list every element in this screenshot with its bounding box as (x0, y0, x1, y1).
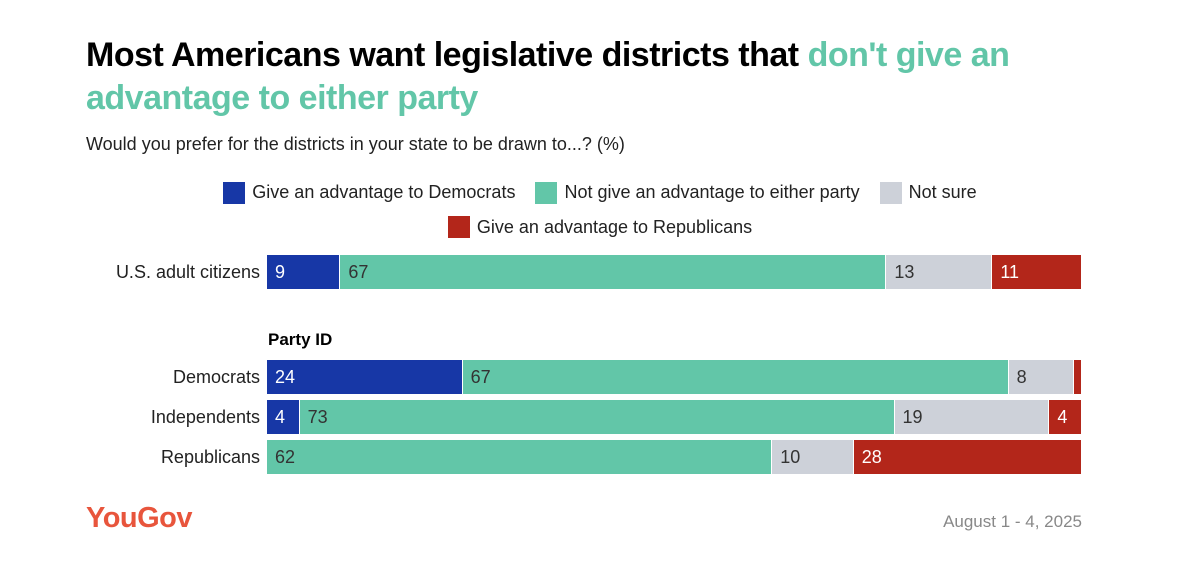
data-label: 11 (1000, 262, 1020, 282)
bar-segment: 8 (1008, 360, 1074, 394)
legend-swatch (879, 181, 902, 204)
legend-item: Not give an advantage to either party (535, 178, 860, 207)
row-label: Democrats (172, 367, 260, 387)
row-label: Independents (150, 407, 260, 427)
data-label: 67 (470, 367, 491, 387)
legend-swatch (223, 181, 246, 204)
row-label: Republicans (160, 447, 260, 467)
data-label: 28 (861, 447, 882, 467)
bar-segment: 9 (267, 255, 341, 289)
legend: Give an advantage to Democrats Not give a… (0, 178, 1200, 247)
bar-segment: 19 (894, 400, 1050, 434)
title-main: Most Americans want legislative district… (86, 36, 808, 74)
bar-segment: 62 (267, 440, 773, 474)
data-label: 4 (275, 407, 286, 427)
legend-swatch (535, 181, 558, 204)
survey-date: August 1 - 4, 2025 (943, 512, 1082, 531)
data-label: 8 (1016, 367, 1027, 387)
data-label: 19 (902, 407, 923, 427)
row-label: U.S. adult citizens (115, 262, 260, 282)
legend-label: Give an advantage to Republicans (476, 216, 753, 237)
legend-label: Not sure (908, 182, 977, 202)
bar-row: 62 10 28 (267, 440, 1082, 474)
title-highlight: don't give an advantage to either party (86, 36, 1010, 117)
bar-segment: 28 (853, 440, 1082, 474)
chart-title: Most Americans want legislative district… (86, 34, 1126, 120)
legend-item: Give an advantage to Republicans (447, 213, 753, 242)
data-label: 4 (1057, 407, 1068, 427)
yougov-logo: YouGov (86, 502, 193, 534)
legend-item: Not sure (879, 178, 977, 207)
bar-row: 24 67 8 (267, 360, 1082, 394)
bar-segment: 13 (886, 255, 993, 289)
bar-segment: 73 (299, 400, 895, 434)
data-label: 73 (307, 407, 328, 427)
group-label: Party ID (268, 330, 333, 349)
data-label: 62 (275, 447, 296, 467)
bar-segment: 67 (462, 360, 1009, 394)
bar-segment: 4 (267, 400, 300, 434)
chart-subtitle: Would you prefer for the districts in yo… (86, 134, 625, 154)
bar-segment: 24 (267, 360, 463, 394)
legend-label: Not give an advantage to either party (564, 182, 860, 202)
bar-segment (1073, 360, 1082, 394)
bar-row: 9 67 13 11 (267, 255, 1082, 289)
legend-item: Give an advantage to Democrats (223, 178, 515, 207)
bar-segment: 67 (340, 255, 887, 289)
data-label: 67 (348, 262, 369, 282)
data-label: 10 (780, 447, 801, 467)
bar-row: 4 73 19 4 (267, 400, 1082, 434)
bar-segment: 11 (992, 255, 1082, 289)
bar-segment: 10 (772, 440, 854, 474)
legend-swatch (447, 216, 470, 238)
legend-label: Give an advantage to Democrats (252, 182, 516, 202)
bar-segment: 4 (1049, 400, 1082, 434)
data-label: 9 (275, 262, 286, 282)
data-label: 13 (894, 262, 915, 282)
data-label: 24 (275, 367, 296, 387)
